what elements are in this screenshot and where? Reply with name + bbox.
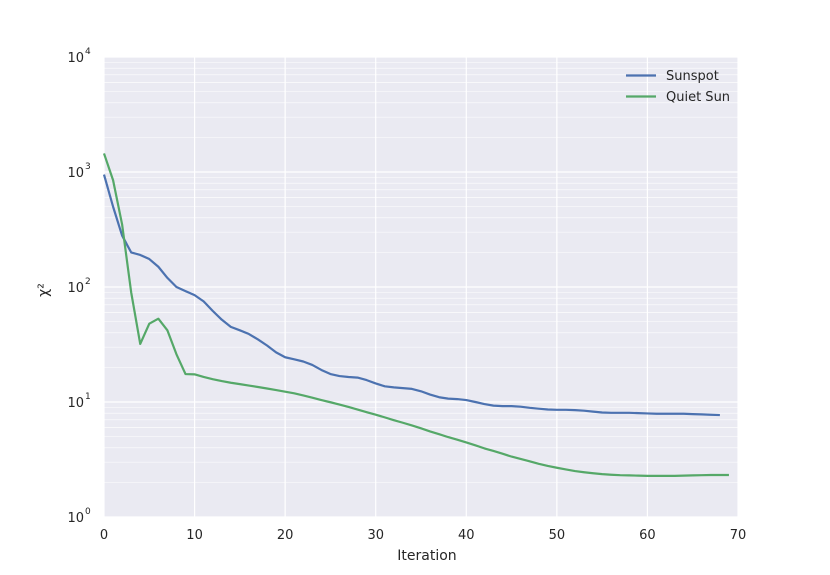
x-axis-title: Iteration xyxy=(397,548,456,564)
legend-label-quiet-sun: Quiet Sun xyxy=(666,90,730,105)
legend: Sunspot Quiet Sun xyxy=(626,69,730,105)
series-line-quiet-sun xyxy=(102,153,729,477)
y-tick-label: 10 0 xyxy=(67,507,91,526)
x-tick-label: 30 xyxy=(367,528,384,543)
grid-lines xyxy=(103,56,739,518)
y-tick-base: 10 xyxy=(67,396,84,411)
series-line-sunspot xyxy=(102,174,720,417)
y-tick-label: 10 4 xyxy=(67,47,91,66)
x-tick-label: 10 xyxy=(186,528,203,543)
x-tick-label: 60 xyxy=(639,528,656,543)
y-tick-exponent: 3 xyxy=(85,162,91,172)
y-tick-label: 10 1 xyxy=(67,392,90,411)
y-tick-exponent: 2 xyxy=(85,277,91,287)
y-tick-exponent: 4 xyxy=(85,47,91,57)
x-tick-label: 20 xyxy=(277,528,294,543)
y-tick-base: 10 xyxy=(67,281,84,296)
y-tick-exponent: 1 xyxy=(85,392,91,402)
y-tick-base: 10 xyxy=(67,51,84,66)
x-tick-label: 50 xyxy=(549,528,566,543)
legend-label-sunspot: Sunspot xyxy=(666,69,719,84)
y-tick-base: 10 xyxy=(67,511,84,526)
y-tick-base: 10 xyxy=(67,166,84,181)
y-tick-exponent: 0 xyxy=(85,507,91,517)
series-lines xyxy=(102,153,729,477)
x-tick-label: 70 xyxy=(730,528,747,543)
x-tick-label: 40 xyxy=(458,528,475,543)
y-axis-title: χ² xyxy=(36,283,52,297)
y-tick-label: 10 2 xyxy=(67,277,90,296)
x-tick-label: 0 xyxy=(100,528,108,543)
x-tick-labels: 0 10 20 30 40 50 60 70 xyxy=(100,528,746,543)
y-tick-label: 10 3 xyxy=(67,162,90,181)
